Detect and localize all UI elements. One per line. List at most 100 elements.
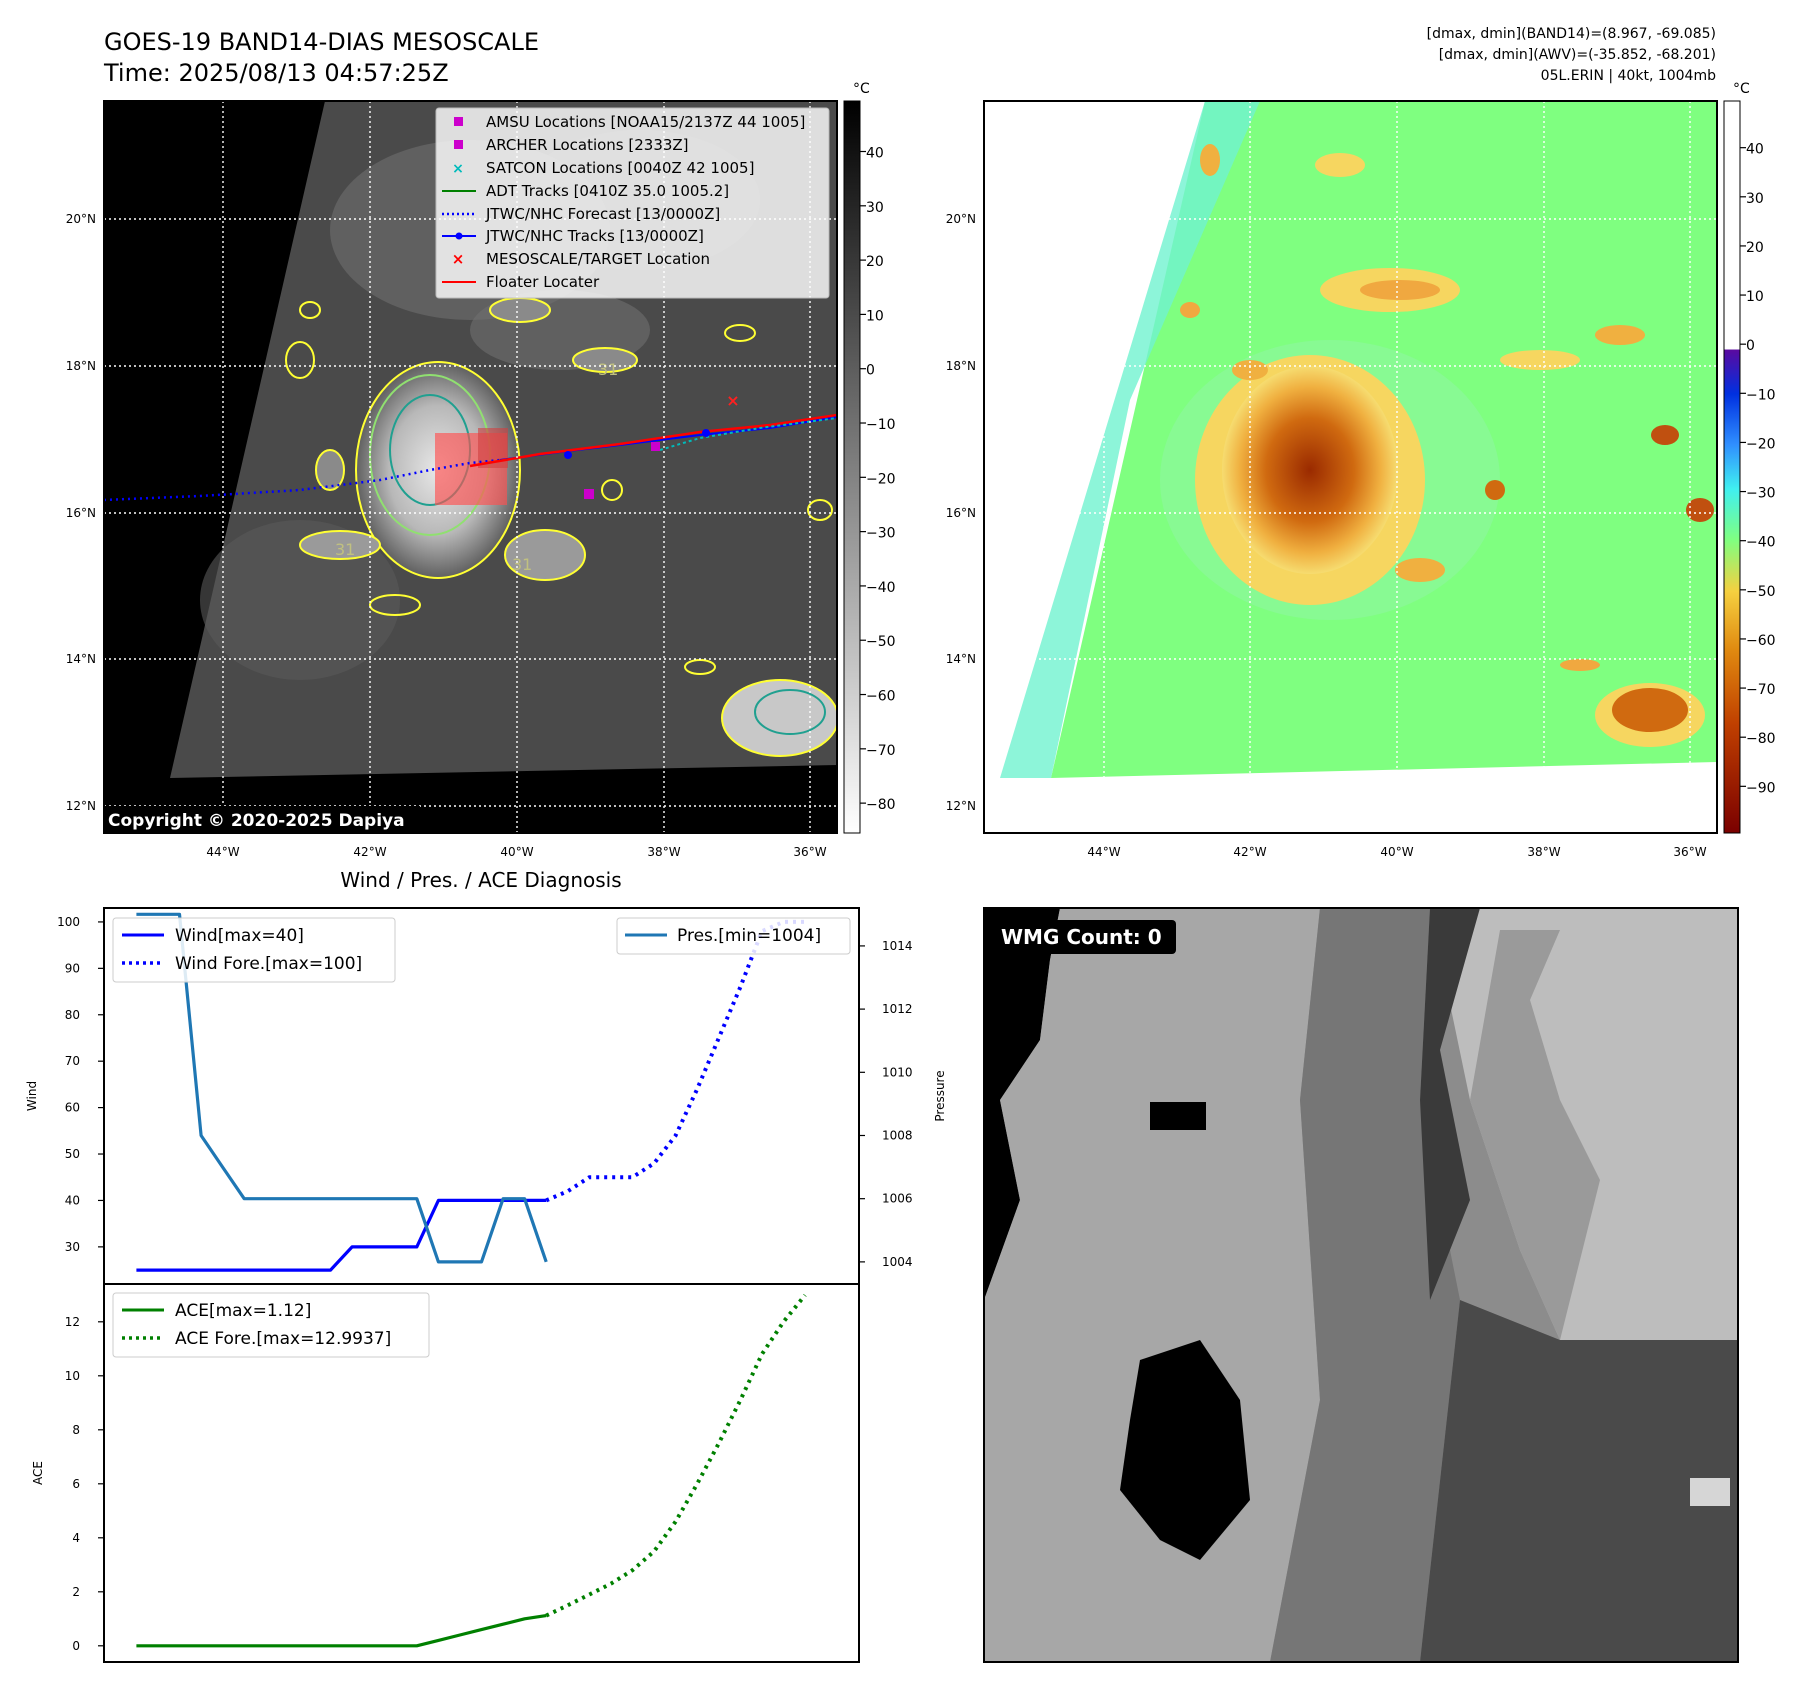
ace-series-line (136, 1614, 547, 1648)
wind-legend: Wind[max=40] Wind Fore.[max=100] (112, 917, 396, 983)
ace-tick-label: 4 (72, 1531, 80, 1545)
mesoscale-target-marker: × (726, 391, 739, 410)
legend-marker-satcon: × (452, 161, 464, 177)
wind-series-line (136, 1198, 547, 1272)
ir-colorbar-tick-label: 0 (866, 363, 875, 379)
ir-colorbar-tick-label: 40 (866, 146, 884, 162)
diagnosis-title: Wind / Pres. / ACE Diagnosis (340, 868, 621, 892)
wmg-count-badge (993, 920, 1176, 954)
lon-tick-label: 42°W (353, 845, 386, 859)
legend-label-target: MESOSCALE/TARGET Location (486, 250, 710, 268)
legend-label-amsu: AMSU Locations [NOAA15/2137Z 44 1005] (486, 113, 805, 131)
wv-colorbar-tick-label: −70 (1746, 682, 1776, 698)
pressure-axis-label: Pressure (933, 1070, 947, 1121)
ir-colorbar-tick-label: −60 (866, 689, 896, 705)
lat-tick-label: 18°N (946, 359, 976, 373)
ace-axis-label: ACE (31, 1461, 45, 1485)
ir-colorbar-tick-label: 20 (866, 254, 884, 270)
legend-label-wind-fore: Wind Fore.[max=100] (175, 954, 362, 974)
wv-colorbar: °C 40 30 20 10 0 −10 −20 −30 −40 −50 −60 −70 −80 −90 (1723, 81, 1776, 834)
pressure-tick-label: 1010 (882, 1065, 913, 1079)
archer-location-marker (651, 442, 660, 451)
ir-colorbar-tick-label: −20 (866, 471, 896, 487)
wv-colorbar-tick-label: −50 (1746, 584, 1776, 600)
ace-tick-label: 2 (72, 1585, 80, 1599)
lat-tick-label: 18°N (66, 359, 96, 373)
forecast-track-line (104, 458, 501, 502)
satcon-track (659, 417, 837, 451)
wv-colorbar-tick-label: −20 (1746, 436, 1776, 452)
lat-tick-label: 20°N (66, 212, 96, 226)
legend-label-wind: Wind[max=40] (175, 926, 304, 946)
ir-colorbar-tick-label: −10 (866, 417, 896, 433)
contour-label: 31 (598, 360, 618, 379)
wv-panel: °C 40 30 20 10 0 −10 −20 −30 −40 −50 −60 −70 −80 −90 (983, 81, 1776, 834)
wv-colorbar-tick-label: −90 (1746, 780, 1776, 796)
ir-lon-labels: 44°W 42°W 40°W 38°W 36°W (206, 845, 826, 859)
wind-tick-label: 60 (65, 1101, 80, 1115)
lon-tick-label: 38°W (1527, 845, 1560, 859)
legend-label-pressure: Pres.[min=1004] (677, 926, 821, 946)
wv-colorbar-tick-label: −60 (1746, 633, 1776, 649)
wv-lat-labels: 20°N 18°N 16°N 14°N 12°N (946, 212, 976, 813)
legend-label-ace: ACE[max=1.12] (175, 1301, 311, 1321)
legend-label-archer: ARCHER Locations [2333Z] (486, 136, 689, 154)
pressure-tick-label: 1014 (882, 939, 913, 953)
track-point (564, 451, 572, 459)
figure-time: Time: 2025/08/13 04:57:25Z (103, 59, 449, 87)
wind-tick-label: 30 (65, 1240, 80, 1254)
lon-tick-label: 38°W (647, 845, 680, 859)
wind-tick-label: 40 (65, 1193, 80, 1207)
ace-tick-label: 10 (65, 1369, 80, 1383)
wind-tick-label: 50 (65, 1147, 80, 1161)
ace-chart: 12 10 8 6 4 2 0 ACE ACE[max=1.12] ACE Fore.[ma… (31, 1283, 860, 1663)
ir-legend: AMSU Locations [NOAA15/2137Z 44 1005] AR… (435, 107, 830, 299)
wv-gridlines (984, 101, 1717, 833)
lat-tick-label: 20°N (946, 212, 976, 226)
wv-colorbar-tick-label: 30 (1746, 191, 1764, 207)
lon-tick-label: 44°W (206, 845, 239, 859)
wv-colorbar-tick-label: −40 (1746, 535, 1776, 551)
wind-forecast-line (545, 919, 806, 1203)
ir-colorbar-tick-label: −40 (866, 580, 896, 596)
lat-tick-label: 12°N (66, 799, 96, 813)
track-point (702, 429, 710, 437)
wind-tick-label: 80 (65, 1008, 80, 1022)
wv-colorbar-tick-label: 10 (1746, 289, 1764, 305)
lat-tick-label: 12°N (946, 799, 976, 813)
lon-tick-label: 36°W (1673, 845, 1706, 859)
pressure-tick-label: 1012 (882, 1002, 913, 1016)
ir-colorbar-unit: °C (853, 81, 870, 97)
pressure-legend: Pres.[min=1004] (616, 917, 851, 955)
wv-lon-labels: 44°W 42°W 40°W 38°W 36°W (1087, 845, 1706, 859)
dmax-awv: [dmax, dmin](AWV)=(-35.852, -68.201) (1439, 47, 1716, 63)
legend-label-adt: ADT Tracks [0410Z 35.0 1005.2] (486, 182, 729, 200)
storm-info: 05L.ERIN | 40kt, 1004mb (1541, 68, 1716, 84)
legend-marker-archer (454, 140, 463, 149)
legend-marker-target: × (452, 250, 465, 268)
copyright-text: Copyright © 2020-2025 Dapiya (108, 811, 405, 831)
wv-storm-core (1222, 366, 1398, 574)
legend-marker-amsu (454, 117, 463, 126)
contour-label: 31 (512, 555, 532, 574)
wv-colorbar-tick-label: −10 (1746, 387, 1776, 403)
pressure-tick-label: 1004 (882, 1255, 913, 1269)
wind-pressure-chart: 100 90 80 70 60 50 40 30 1014 1012 1010 1008 1006 10… (25, 907, 947, 1285)
ir-colorbar-tick-label: 10 (866, 308, 884, 324)
pressure-tick-label: 1006 (882, 1192, 913, 1206)
ir-lat-labels: 20°N 18°N 16°N 14°N 12°N (66, 212, 96, 813)
lat-tick-label: 14°N (946, 652, 976, 666)
ir-colorbar-tick-label: 30 (866, 200, 884, 216)
ace-tick-label: 8 (72, 1423, 80, 1437)
wmg-panel: WMG Count: 0 (983, 907, 1739, 1663)
wind-tick-label: 70 (65, 1054, 80, 1068)
wv-colorbar-tick-label: −80 (1746, 731, 1776, 747)
pressure-series-line (136, 912, 548, 1264)
wv-colorbar-tick-label: −30 (1746, 486, 1776, 502)
ir-panel: 31 31 31 × (103, 81, 896, 834)
wind-tick-label: 90 (65, 961, 80, 975)
floater-locater-line (469, 413, 837, 468)
lat-tick-label: 16°N (946, 506, 976, 520)
ace-tick-label: 6 (72, 1477, 80, 1491)
legend-label-tracks: JTWC/NHC Tracks [13/0000Z] (485, 227, 704, 245)
